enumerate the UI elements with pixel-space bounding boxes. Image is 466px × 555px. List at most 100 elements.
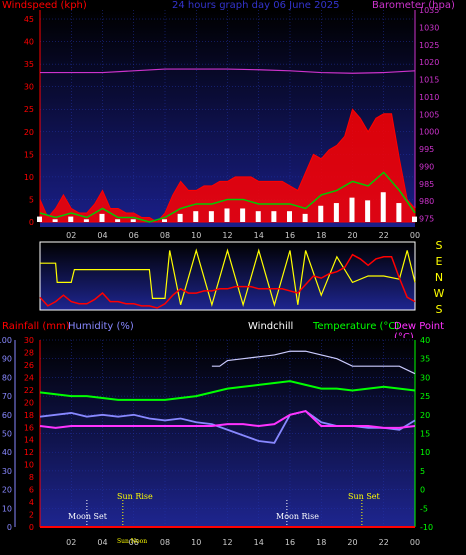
rain-tick-label: 2 <box>29 511 34 520</box>
wind-bar <box>255 211 261 222</box>
barometer-tick-label: 1020 <box>419 58 439 67</box>
wind-bar <box>365 200 371 222</box>
x-tick-label: 02 <box>66 538 76 547</box>
rain-tick-label: 18 <box>24 411 34 420</box>
barometer-tick-label: 990 <box>419 162 434 171</box>
rain-tick-label: 16 <box>24 423 34 432</box>
wind-direction-line <box>40 248 416 307</box>
wind-bar <box>115 219 121 222</box>
temp-tick-label: 40 <box>420 336 430 345</box>
barometer-tick-label: 980 <box>419 197 434 206</box>
wind-bar <box>240 208 246 222</box>
x-tick-label: 16 <box>285 538 295 547</box>
x-tick-label: 18 <box>316 538 326 547</box>
wind-tick-label: 25 <box>24 105 34 114</box>
wind-tick-label: 40 <box>24 38 34 47</box>
x-tick-label: 10 <box>191 538 201 547</box>
windspeed-label: Windspeed (kph) <box>2 0 87 11</box>
wind-tick-label: 0 <box>29 218 34 227</box>
wind-bar <box>130 219 136 222</box>
humidity-tick-label: 20 <box>2 486 12 495</box>
moon-rise-label: Moon Rise <box>276 512 319 521</box>
wind-tick-label: 10 <box>24 173 34 182</box>
humidity-tick-label: 100 <box>0 336 12 345</box>
wind-bar <box>52 219 58 222</box>
rain-tick-label: 8 <box>29 473 34 482</box>
wind-bar <box>412 216 417 222</box>
sun-noon-label: Sun Noon <box>117 538 148 545</box>
temp-tick-label: 10 <box>420 448 430 457</box>
temp-tick-label: 30 <box>420 373 430 382</box>
x-tick-label: 00 <box>410 231 420 240</box>
wind-tick-label: 15 <box>24 150 34 159</box>
temp-tick-label: 20 <box>420 411 430 420</box>
x-tick-label: 14 <box>254 231 264 240</box>
sun-rise-label: Sun Rise <box>117 492 153 501</box>
rainfall-label: Rainfall (mm) <box>2 321 70 332</box>
rain-tick-label: 30 <box>24 336 34 345</box>
page-title: 24 hours graph day 06 June 2025 <box>172 0 340 11</box>
rain-tick-label: 24 <box>24 373 34 382</box>
x-tick-label: 08 <box>160 538 170 547</box>
barometer-tick-label: 1035 <box>419 6 439 15</box>
x-tick-label: 14 <box>254 538 264 547</box>
wind-tick-label: 35 <box>24 60 34 69</box>
rain-tick-label: 4 <box>29 498 34 507</box>
humidity-tick-label: 50 <box>2 430 12 439</box>
average-wind-line <box>39 171 416 223</box>
direction-label-s1: S <box>435 239 443 252</box>
rain-tick-label: 20 <box>24 398 34 407</box>
temp-tick-label: 25 <box>420 392 430 401</box>
wind-bar <box>333 203 339 222</box>
rain-tick-label: 22 <box>24 386 34 395</box>
wind-bar <box>68 216 74 222</box>
direction-labels: S E N W S <box>433 238 445 318</box>
barometer-tick-label: 1000 <box>419 128 439 137</box>
wind-bar <box>208 211 214 222</box>
barometer-tick-label: 1005 <box>419 110 439 119</box>
humidity-tick-label: 90 <box>2 355 12 364</box>
rain-tick-label: 6 <box>29 486 34 495</box>
wind-bar <box>193 211 199 222</box>
x-tick-label: 12 <box>222 538 232 547</box>
x-tick-label: 18 <box>316 231 326 240</box>
humidity-tick-label: 30 <box>2 467 12 476</box>
wind-bar <box>287 211 292 222</box>
wind-bar <box>318 205 324 222</box>
x-tick-label: 06 <box>129 538 139 547</box>
x-tick-label: 04 <box>97 231 107 240</box>
humidity-tick-label: 40 <box>2 448 12 457</box>
temperature-label: Temperature (°C) <box>313 321 400 332</box>
temp-tick-label: -5 <box>420 504 428 513</box>
direction-label-w: W <box>433 287 445 300</box>
humidity-tick-label: 60 <box>2 411 12 420</box>
wind-bar <box>271 211 277 222</box>
sun-set-label: Sun Set <box>348 492 380 501</box>
x-tick-label: 00 <box>410 538 420 547</box>
wind-bar <box>162 219 167 222</box>
wind-bar <box>83 219 89 222</box>
rain-tick-label: 14 <box>24 436 34 445</box>
temperature-line <box>39 380 416 401</box>
x-tick-label: 06 <box>129 231 139 240</box>
x-tick-label: 12 <box>222 231 232 240</box>
barometer-tick-label: 1025 <box>419 41 439 50</box>
windchill-label: Windchill <box>248 321 294 332</box>
dewpoint-line <box>39 409 416 429</box>
humidity-tick-label: 80 <box>2 373 12 382</box>
wind-tick-label: 5 <box>29 195 34 204</box>
x-tick-label: 22 <box>379 231 389 240</box>
barometer-tick-label: 995 <box>419 145 434 154</box>
wind-bar <box>349 197 355 222</box>
temp-tick-label: 5 <box>420 467 425 476</box>
temp-tick-label: 0 <box>420 486 425 495</box>
temp-tick-label: -10 <box>420 523 433 532</box>
wind-tick-label: 30 <box>24 83 34 92</box>
x-tick-label: 20 <box>347 538 357 547</box>
x-tick-label: 22 <box>379 538 389 547</box>
x-tick-label: 02 <box>66 231 76 240</box>
wind-bar <box>396 203 402 222</box>
dewpoint-label: Dew Point (°C) <box>394 321 445 343</box>
direction-label-n: N <box>434 271 444 284</box>
